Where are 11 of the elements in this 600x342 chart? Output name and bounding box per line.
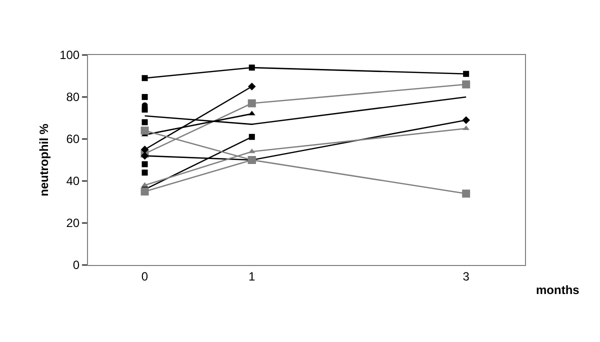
x-axis-title: months <box>536 283 580 297</box>
x-tick-label: 1 <box>248 269 256 284</box>
y-tick-label: 40 <box>66 174 80 188</box>
x-tick-label: 3 <box>462 269 470 284</box>
y-tick-label: 0 <box>72 258 80 272</box>
y-tick-label: 80 <box>66 90 80 104</box>
y-tick-label: 60 <box>66 132 80 146</box>
y-tick-label: 20 <box>66 216 80 230</box>
x-tick-label: 0 <box>141 269 148 284</box>
y-axis-title: neutrophil % <box>36 123 51 196</box>
y-tick-label: 100 <box>60 48 80 62</box>
